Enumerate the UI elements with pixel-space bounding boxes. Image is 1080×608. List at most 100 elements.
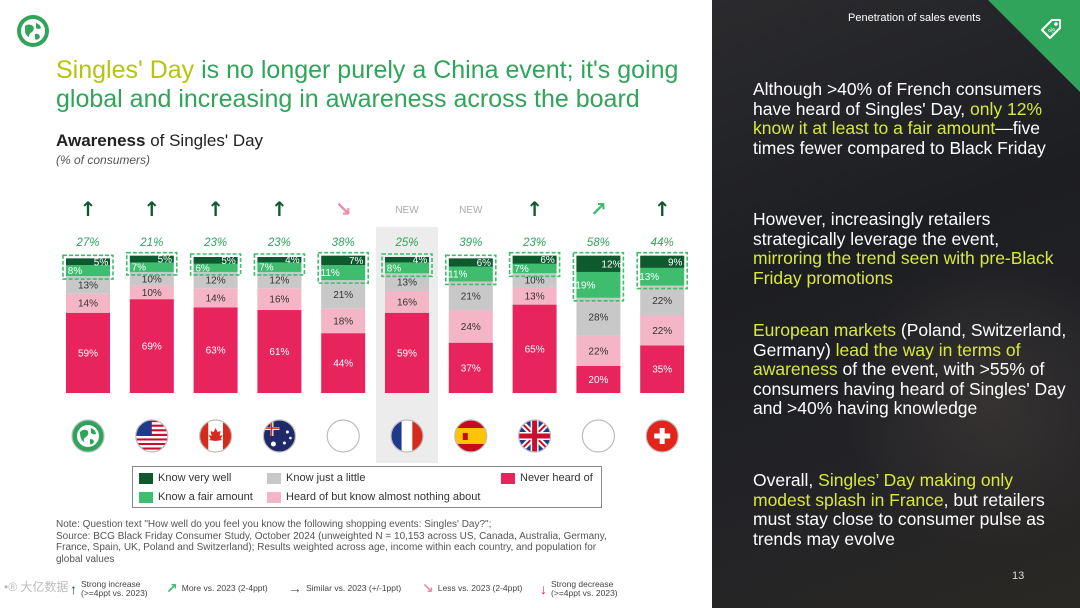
uk-flag-icon <box>581 419 616 453</box>
knowledge-total-label: 23% <box>267 237 291 249</box>
knowledge-highlight-box <box>189 253 242 276</box>
flag-stripe <box>401 420 413 452</box>
knowledge-total-label: 23% <box>522 237 546 249</box>
bar-segment <box>448 342 493 393</box>
data-label: 35% <box>652 365 672 376</box>
bar-segment <box>257 288 302 311</box>
bar-segment <box>129 262 174 272</box>
us-flag-icon <box>135 419 169 453</box>
data-label: 8% <box>68 266 83 277</box>
data-label: 12% <box>269 276 289 287</box>
flag-outline <box>390 419 424 453</box>
bar-segment <box>576 335 621 366</box>
data-label: 21% <box>333 290 353 301</box>
note-line: Source: BCG Black Friday Consumer Study,… <box>56 530 607 542</box>
chart-subtitle: Awareness of Singles' Day <box>56 131 263 151</box>
data-label: 69% <box>142 342 162 353</box>
trend-label: More vs. 2023 (2-4ppt) <box>181 583 268 593</box>
bar-segment <box>321 333 366 393</box>
data-label: 24% <box>461 322 481 333</box>
page-title: Singles' Day is no longer purely a China… <box>56 56 706 114</box>
legend-item-know-little: Know just a little <box>267 472 365 484</box>
flag-stripe <box>454 428 487 444</box>
flag-stripe <box>327 420 360 452</box>
legend-label: Know very well <box>158 472 232 484</box>
flag-stripe <box>289 436 292 440</box>
flag-stripe <box>391 420 402 452</box>
arrow-up-icon: ↑ <box>80 197 97 221</box>
data-label: 7% <box>514 264 529 275</box>
flag-stripe <box>532 420 538 452</box>
data-label: 16% <box>397 297 417 308</box>
legend-item-know-very-well: Know very well <box>139 472 231 484</box>
section-label: Penetration of sales events <box>848 12 981 24</box>
flag-body <box>72 420 104 452</box>
insight-paragraph-4: Overall, Singles’ Day making only modest… <box>753 470 1045 549</box>
data-label: 8% <box>387 263 402 274</box>
bar-segment <box>448 266 493 282</box>
chart-note: Note: Question text "How well do you fee… <box>56 519 686 565</box>
flag-stripe <box>80 428 96 445</box>
data-label: 22% <box>652 296 672 307</box>
bar-segment <box>512 263 557 274</box>
bar-group-spain: 37% 24% 21% 11% 6% <box>444 254 497 393</box>
data-label: 19% <box>575 280 595 291</box>
switzerland-flag-icon <box>645 419 679 453</box>
bar-segment <box>385 291 429 313</box>
knowledge-highlight-box <box>508 251 561 278</box>
legend-item-know-fair: Know a fair amount <box>139 491 253 503</box>
flag-stripe <box>208 428 223 445</box>
page-number: 13 <box>1012 570 1025 582</box>
data-label: 13% <box>397 278 417 289</box>
subtitle-rest: of Singles' Day <box>145 131 264 150</box>
arrow-up-icon: ↑ <box>526 197 543 221</box>
flag-stripe <box>654 433 671 439</box>
trend-new-label: NEW <box>395 205 419 216</box>
knowledge-total-label: 21% <box>139 237 163 249</box>
bar-group-australia: 61% 16% 12% 7% 4% <box>253 253 306 393</box>
data-label: 4% <box>413 255 428 266</box>
title-line2: global and increasing in awareness acros… <box>56 85 640 113</box>
flag-body <box>518 420 551 452</box>
note-line: Note: Question text "How well do you fee… <box>56 519 492 530</box>
arrow-up-icon: ↑ <box>271 197 288 221</box>
data-label: 63% <box>206 346 226 357</box>
flag-stripe <box>77 425 99 447</box>
right-panel: % <box>712 0 1080 608</box>
bar-segment <box>66 276 110 294</box>
chart-legend: Know very well Know a fair amount Know j… <box>132 466 602 508</box>
awareness-stacked-bar-chart: 59%14%13%8%5%27%↑69%10%10%7%5%21%↑63%14%… <box>62 197 689 463</box>
knowledge-highlight-box <box>444 254 497 286</box>
arrow-down-right-icon: ↘ <box>422 580 434 596</box>
arrow-right-icon: → <box>288 580 302 596</box>
bar-segment <box>129 299 174 393</box>
data-label: 10% <box>142 288 162 299</box>
legend-swatch <box>139 472 153 484</box>
flag-outline <box>326 419 360 453</box>
bar-group-poland: 44% 18% 21% 11% 7% <box>317 251 370 393</box>
knowledge-highlight-box <box>572 251 625 302</box>
data-label: 12% <box>601 259 621 270</box>
legend-item-heard-nothing: Heard of but know almost nothing about <box>267 491 480 503</box>
data-label: 13% <box>78 280 98 291</box>
bar-segment <box>129 285 174 300</box>
title-highlight: Singles' Day <box>56 56 195 84</box>
trend-label: Strong increase (>=4ppt vs. 2023) <box>81 579 148 598</box>
flag-stripe <box>135 440 168 443</box>
bar-segment <box>193 288 238 308</box>
arrow-up-icon: ↑ <box>70 580 77 597</box>
data-label: 37% <box>461 363 481 374</box>
trend-label: Strong decrease (>=4ppt vs. 2023) <box>551 579 618 598</box>
trend-strong-decrease: ↓ Strong decrease (>=4ppt vs. 2023) <box>540 580 618 598</box>
knowledge-highlight-box <box>636 251 689 290</box>
data-label: 59% <box>78 348 98 359</box>
data-label: 22% <box>652 326 672 337</box>
data-label: 5% <box>94 257 109 268</box>
corner-accent <box>988 0 1080 92</box>
flag-outline <box>645 419 679 453</box>
data-label: 5% <box>158 255 173 266</box>
legend-swatch <box>267 472 281 484</box>
data-label: 20% <box>588 375 608 386</box>
knowledge-total-label: 39% <box>459 237 482 249</box>
data-label: 6% <box>540 255 555 266</box>
